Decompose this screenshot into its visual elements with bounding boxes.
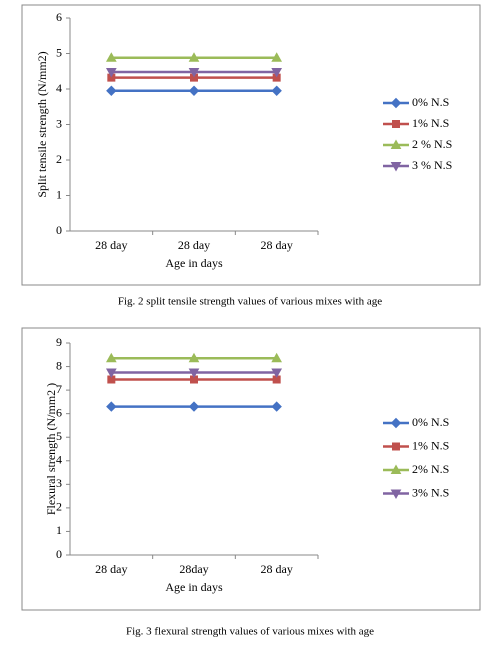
y-tick-label: 3 (56, 476, 62, 490)
legend-label: 0% N.S (412, 415, 449, 429)
legend-label: 1% N.S (412, 116, 449, 130)
x-axis-title: Age in days (165, 580, 223, 594)
x-tick-label: 28day (179, 562, 208, 576)
data-point (105, 352, 117, 363)
data-point (271, 52, 283, 62)
y-tick-label: 7 (56, 382, 62, 396)
legend-marker (390, 489, 402, 500)
data-point (271, 368, 283, 378)
data-point (188, 401, 200, 412)
x-axis-title: Age in days (165, 256, 223, 270)
x-tick-label: 28 day (95, 562, 127, 576)
data-point (271, 67, 283, 78)
data-point (106, 401, 117, 412)
y-tick-label: 5 (56, 45, 62, 59)
y-axis-title: Flexural strength (N/mm2 ) (44, 383, 58, 515)
y-tick-label: 6 (56, 405, 62, 419)
legend-marker (390, 139, 402, 149)
legend-label: 0% N.S (412, 95, 449, 109)
legend-label: 3 % N.S (412, 158, 452, 172)
data-point (190, 375, 198, 384)
y-tick-label: 4 (56, 81, 62, 95)
legend-marker (390, 464, 402, 474)
legend-label: 3% N.S (412, 485, 449, 499)
x-tick-label: 28 day (178, 238, 210, 252)
legend-marker (392, 120, 400, 128)
data-point (188, 52, 200, 62)
data-point (106, 85, 117, 96)
y-tick-label: 5 (56, 429, 62, 443)
y-tick-label: 2 (56, 152, 62, 166)
x-tick-label: 28 day (261, 238, 293, 252)
y-tick-label: 0 (56, 223, 62, 237)
legend-marker (390, 97, 402, 109)
legend-marker (392, 442, 400, 451)
data-point (188, 67, 200, 78)
caption: Fig. 2 split tensile strength values of … (118, 296, 382, 308)
legend-marker (390, 162, 402, 172)
y-tick-label: 9 (56, 335, 62, 349)
y-tick-label: 1 (56, 523, 62, 537)
y-tick-label: 1 (56, 187, 62, 201)
y-axis-title: Split tensile strength (N/mm2) (35, 51, 49, 197)
legend-marker (390, 417, 402, 429)
legend-label: 2% N.S (412, 462, 449, 476)
caption: Fig. 3 flexural strength values of vario… (126, 626, 374, 638)
legend-label: 2 % N.S (412, 137, 452, 151)
y-tick-label: 6 (56, 10, 62, 24)
data-point (188, 352, 200, 363)
y-tick-label: 3 (56, 116, 62, 130)
y-tick-label: 8 (56, 358, 62, 372)
x-tick-label: 28 day (95, 238, 127, 252)
y-tick-label: 0 (56, 547, 62, 561)
data-point (188, 85, 200, 96)
x-tick-label: 28 day (261, 562, 293, 576)
chart-frame (21, 4, 481, 286)
data-point (188, 368, 200, 378)
data-point (105, 368, 117, 378)
y-tick-label: 2 (56, 500, 62, 514)
data-point (271, 401, 282, 412)
data-point (271, 352, 283, 363)
chart-frame (21, 327, 481, 611)
data-point (271, 85, 282, 96)
y-tick-label: 4 (56, 453, 62, 467)
data-point (105, 67, 117, 78)
data-point (105, 52, 117, 62)
data-point (107, 375, 116, 384)
legend-label: 1% N.S (412, 438, 449, 452)
data-point (272, 375, 281, 384)
